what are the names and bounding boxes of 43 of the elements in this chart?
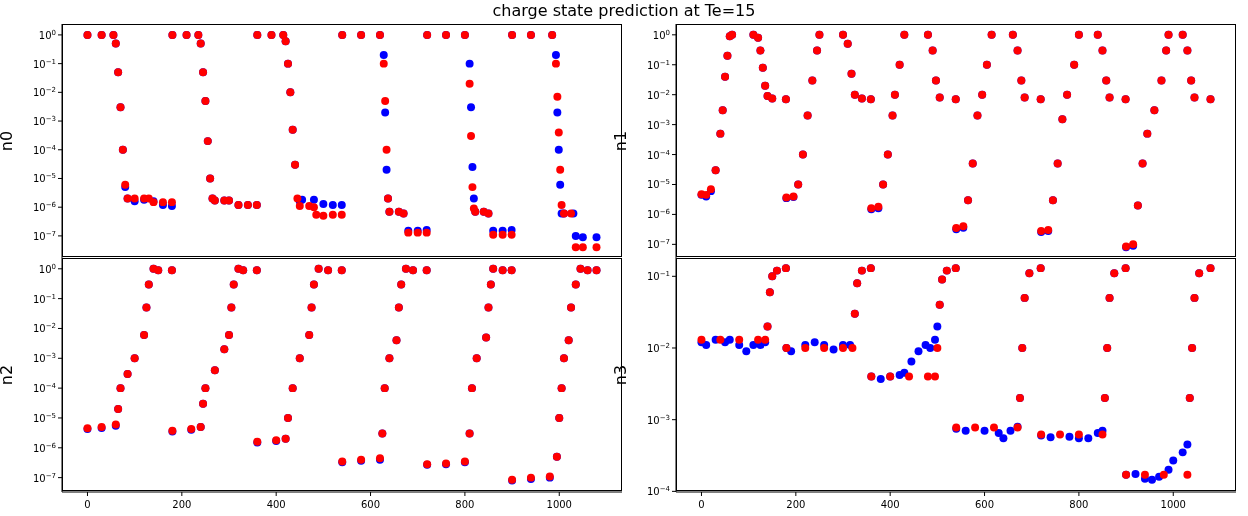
x-tick-label: 600	[361, 499, 381, 510]
x-tick-label: 0	[84, 499, 91, 510]
y-tick-label: 10$^{−1}$	[646, 58, 670, 71]
x-tick-label: 200	[786, 499, 806, 510]
x-tick-label: 200	[172, 499, 192, 510]
y-tick-label: 10$^{0}$	[38, 28, 56, 41]
y-axis-title: n0	[0, 130, 16, 152]
x-tick-label: 800	[1069, 499, 1089, 510]
y-tick-label: 10$^{−6}$	[32, 201, 57, 214]
y-tick-label: 10$^{−2}$	[646, 88, 670, 101]
y-tick-label: 10$^{−3}$	[32, 115, 56, 128]
y-tick-label: 10$^{0}$	[38, 262, 56, 275]
y-tick-label: 10$^{−3}$	[32, 352, 56, 365]
y-tick-label: 10$^{−4}$	[646, 485, 671, 498]
y-tick-label: 10$^{−1}$	[32, 57, 56, 70]
y-tick-label: 10$^{−2}$	[32, 322, 56, 335]
x-tick-label: 0	[698, 499, 705, 510]
y-axis-title: n2	[0, 364, 16, 386]
y-tick-label: 10$^{−7}$	[646, 238, 670, 251]
x-tick-label: 800	[455, 499, 475, 510]
x-tick-label: 600	[975, 499, 995, 510]
y-tick-label: 10$^{−7}$	[32, 229, 56, 242]
y-tick-label: 10$^{−5}$	[32, 411, 56, 424]
y-tick-label: 10$^{−3}$	[646, 118, 670, 131]
y-tick-label: 10$^{−2}$	[646, 341, 670, 354]
y-tick-label: 10$^{−4}$	[32, 143, 57, 156]
y-tick-label: 10$^{−5}$	[646, 178, 670, 191]
y-tick-label: 10$^{−1}$	[646, 270, 670, 283]
y-tick-label: 10$^{−6}$	[32, 441, 57, 454]
y-tick-label: 10$^{−5}$	[32, 172, 56, 185]
y-tick-label: 10$^{−6}$	[646, 208, 671, 221]
y-tick-label: 10$^{−2}$	[32, 86, 56, 99]
x-tick-label: 1000	[546, 499, 572, 510]
y-tick-label: 10$^{0}$	[652, 28, 670, 41]
y-tick-label: 10$^{−4}$	[32, 382, 57, 395]
chart-title: charge state prediction at Te=15	[491, 1, 757, 20]
x-tick-label: 400	[880, 499, 900, 510]
y-tick-label: 10$^{−7}$	[32, 471, 56, 484]
y-tick-label: 10$^{−1}$	[32, 292, 56, 305]
x-tick-label: 400	[266, 499, 286, 510]
y-tick-label: 10$^{−4}$	[646, 148, 671, 161]
x-tick-label: 1000	[1160, 499, 1186, 510]
y-tick-label: 10$^{−3}$	[646, 413, 670, 426]
